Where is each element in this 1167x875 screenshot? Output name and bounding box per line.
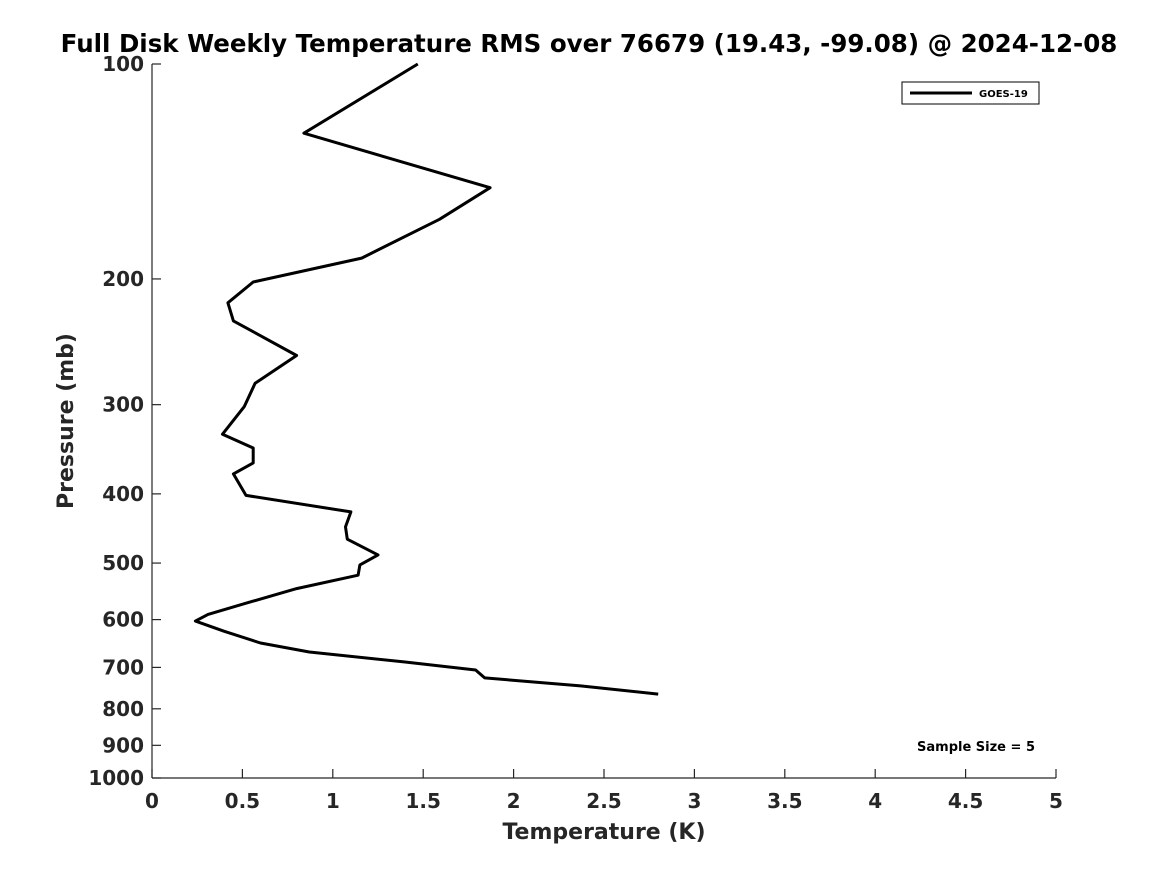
- x-tick-label: 0: [145, 789, 159, 813]
- x-tick-label: 3: [687, 789, 701, 813]
- x-tick-label: 3.5: [767, 789, 802, 813]
- x-tick-label: 1: [326, 789, 340, 813]
- y-tick-label: 600: [102, 608, 144, 632]
- y-axis-label: Pressure (mb): [54, 333, 79, 509]
- legend-label-goes-19: GOES-19: [979, 89, 1028, 100]
- sample-size-annotation: Sample Size = 5: [917, 740, 1035, 755]
- axis-ticks: 0 0.5 1 1.5 2 2.5 3 3.5 4 4.5 5 100 200 300 400 500 600 7…: [88, 52, 1063, 813]
- series-line-goes-19: [193, 62, 659, 696]
- y-tick-label: 300: [102, 393, 144, 417]
- y-tick-label: 400: [102, 482, 144, 506]
- x-tick-label: 2.5: [586, 789, 621, 813]
- y-tick-label: 100: [102, 52, 144, 76]
- y-tick-label: 1000: [88, 766, 144, 790]
- chart-title: Full Disk Weekly Temperature RMS over 76…: [61, 29, 1118, 58]
- legend: GOES-19: [901, 81, 1040, 105]
- series-layer: [193, 62, 659, 696]
- x-tick-label: 4.5: [948, 789, 983, 813]
- axes: [151, 64, 1056, 779]
- x-axis-label: Temperature (K): [502, 820, 705, 845]
- x-tick-label: 2: [507, 789, 521, 813]
- y-tick-label: 500: [102, 551, 144, 575]
- x-tick-label: 1.5: [405, 789, 440, 813]
- y-tick-label: 700: [102, 655, 144, 679]
- y-tick-label: 900: [102, 733, 144, 757]
- y-tick-label: 200: [102, 267, 144, 291]
- x-tick-label: 5: [1049, 789, 1063, 813]
- x-tick-label: 0.5: [225, 789, 260, 813]
- y-tick-label: 800: [102, 697, 144, 721]
- x-tick-label: 4: [868, 789, 882, 813]
